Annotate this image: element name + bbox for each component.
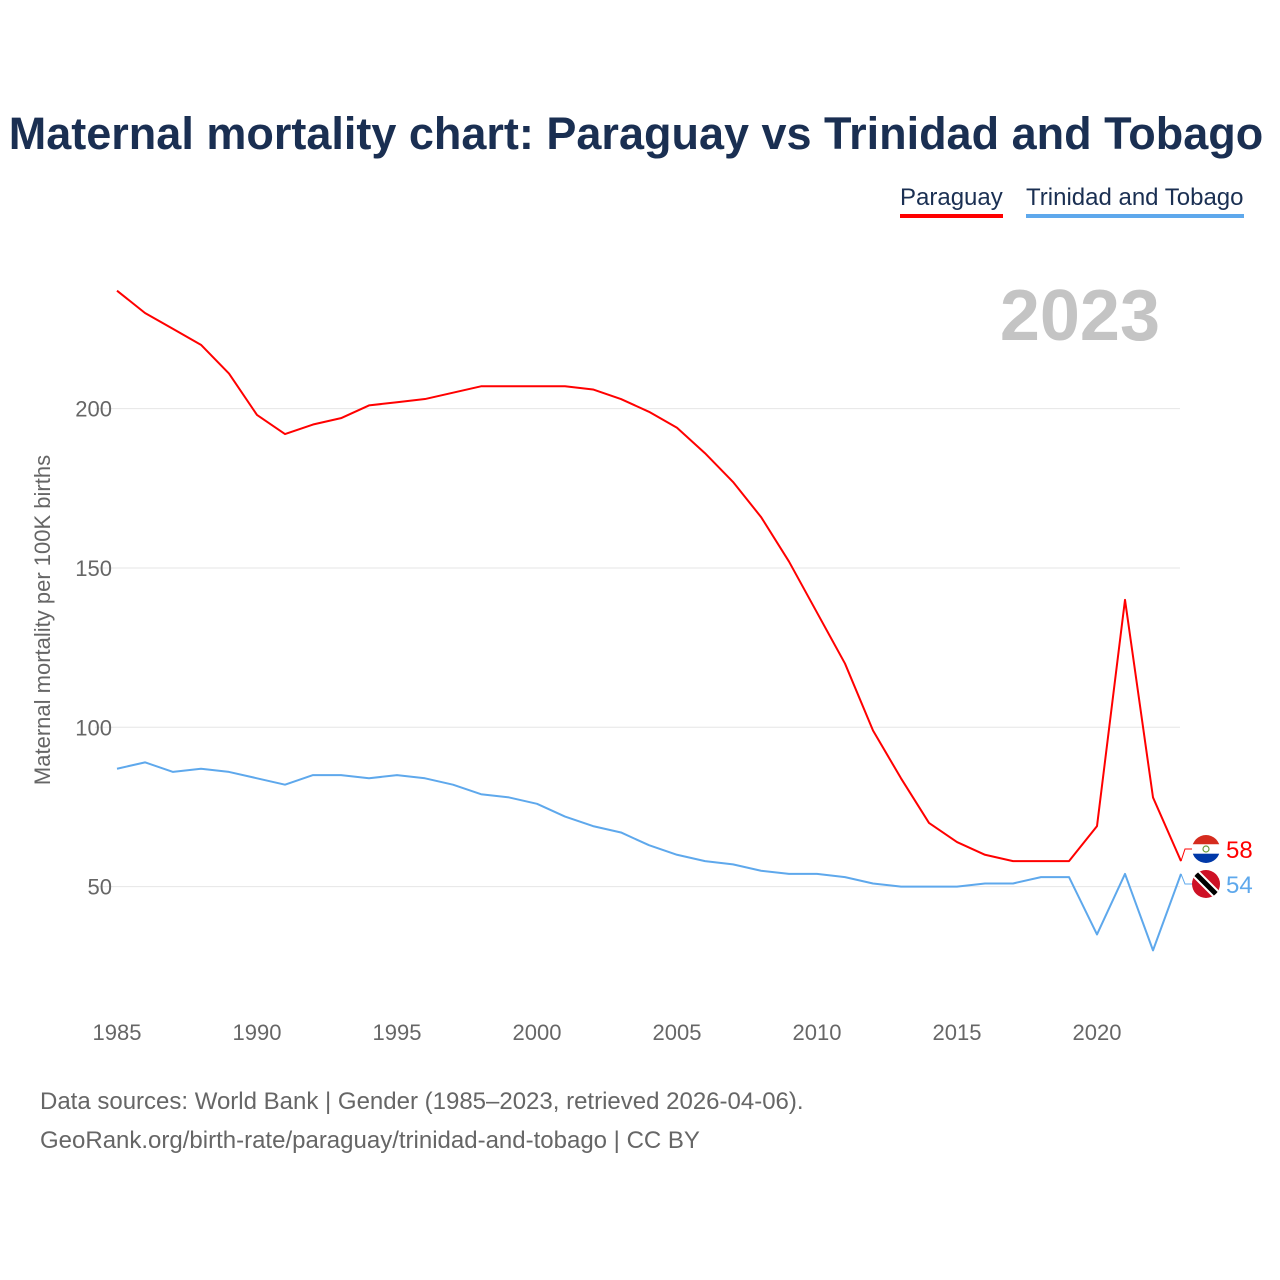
- footer-sources: Data sources: World Bank | Gender (1985–…: [40, 1088, 804, 1115]
- x-tick-label: 1990: [233, 1020, 282, 1045]
- legend-paraguay[interactable]: Paraguay: [900, 184, 1003, 218]
- footer-link[interactable]: GeoRank.org/birth-rate/paraguay/trinidad…: [40, 1127, 700, 1154]
- x-tick-label: 2000: [513, 1020, 562, 1045]
- end-connector: [1180, 848, 1193, 862]
- x-tick-label: 2010: [793, 1020, 842, 1045]
- y-tick-label: 100: [75, 715, 112, 740]
- x-tick-label: 1985: [93, 1020, 142, 1045]
- end-connector: [1180, 873, 1193, 885]
- x-tick-label: 2005: [653, 1020, 702, 1045]
- x-tick-label: 1995: [373, 1020, 422, 1045]
- paraguay-flag-icon: [1192, 835, 1220, 863]
- y-tick-label: 150: [75, 556, 112, 581]
- end-value-label: 58: [1226, 837, 1253, 864]
- y-axis-label: Maternal mortality per 100K births: [30, 455, 55, 785]
- trinidad-flag-icon: [1192, 870, 1220, 898]
- series-line-trinidad-and-tobago: [116, 761, 1182, 952]
- legend-trinidad-and-tobago[interactable]: Trinidad and Tobago: [1026, 184, 1244, 218]
- y-tick-label: 200: [75, 397, 112, 422]
- year-label: 2023: [1000, 276, 1160, 356]
- x-tick-label: 2015: [933, 1020, 982, 1045]
- end-value-label: 54: [1226, 872, 1253, 899]
- chart-title: Maternal mortality chart: Paraguay vs Tr…: [8, 108, 1264, 159]
- x-tick-label: 2020: [1073, 1020, 1122, 1045]
- series-line-paraguay: [116, 289, 1182, 863]
- y-tick-label: 50: [88, 875, 112, 900]
